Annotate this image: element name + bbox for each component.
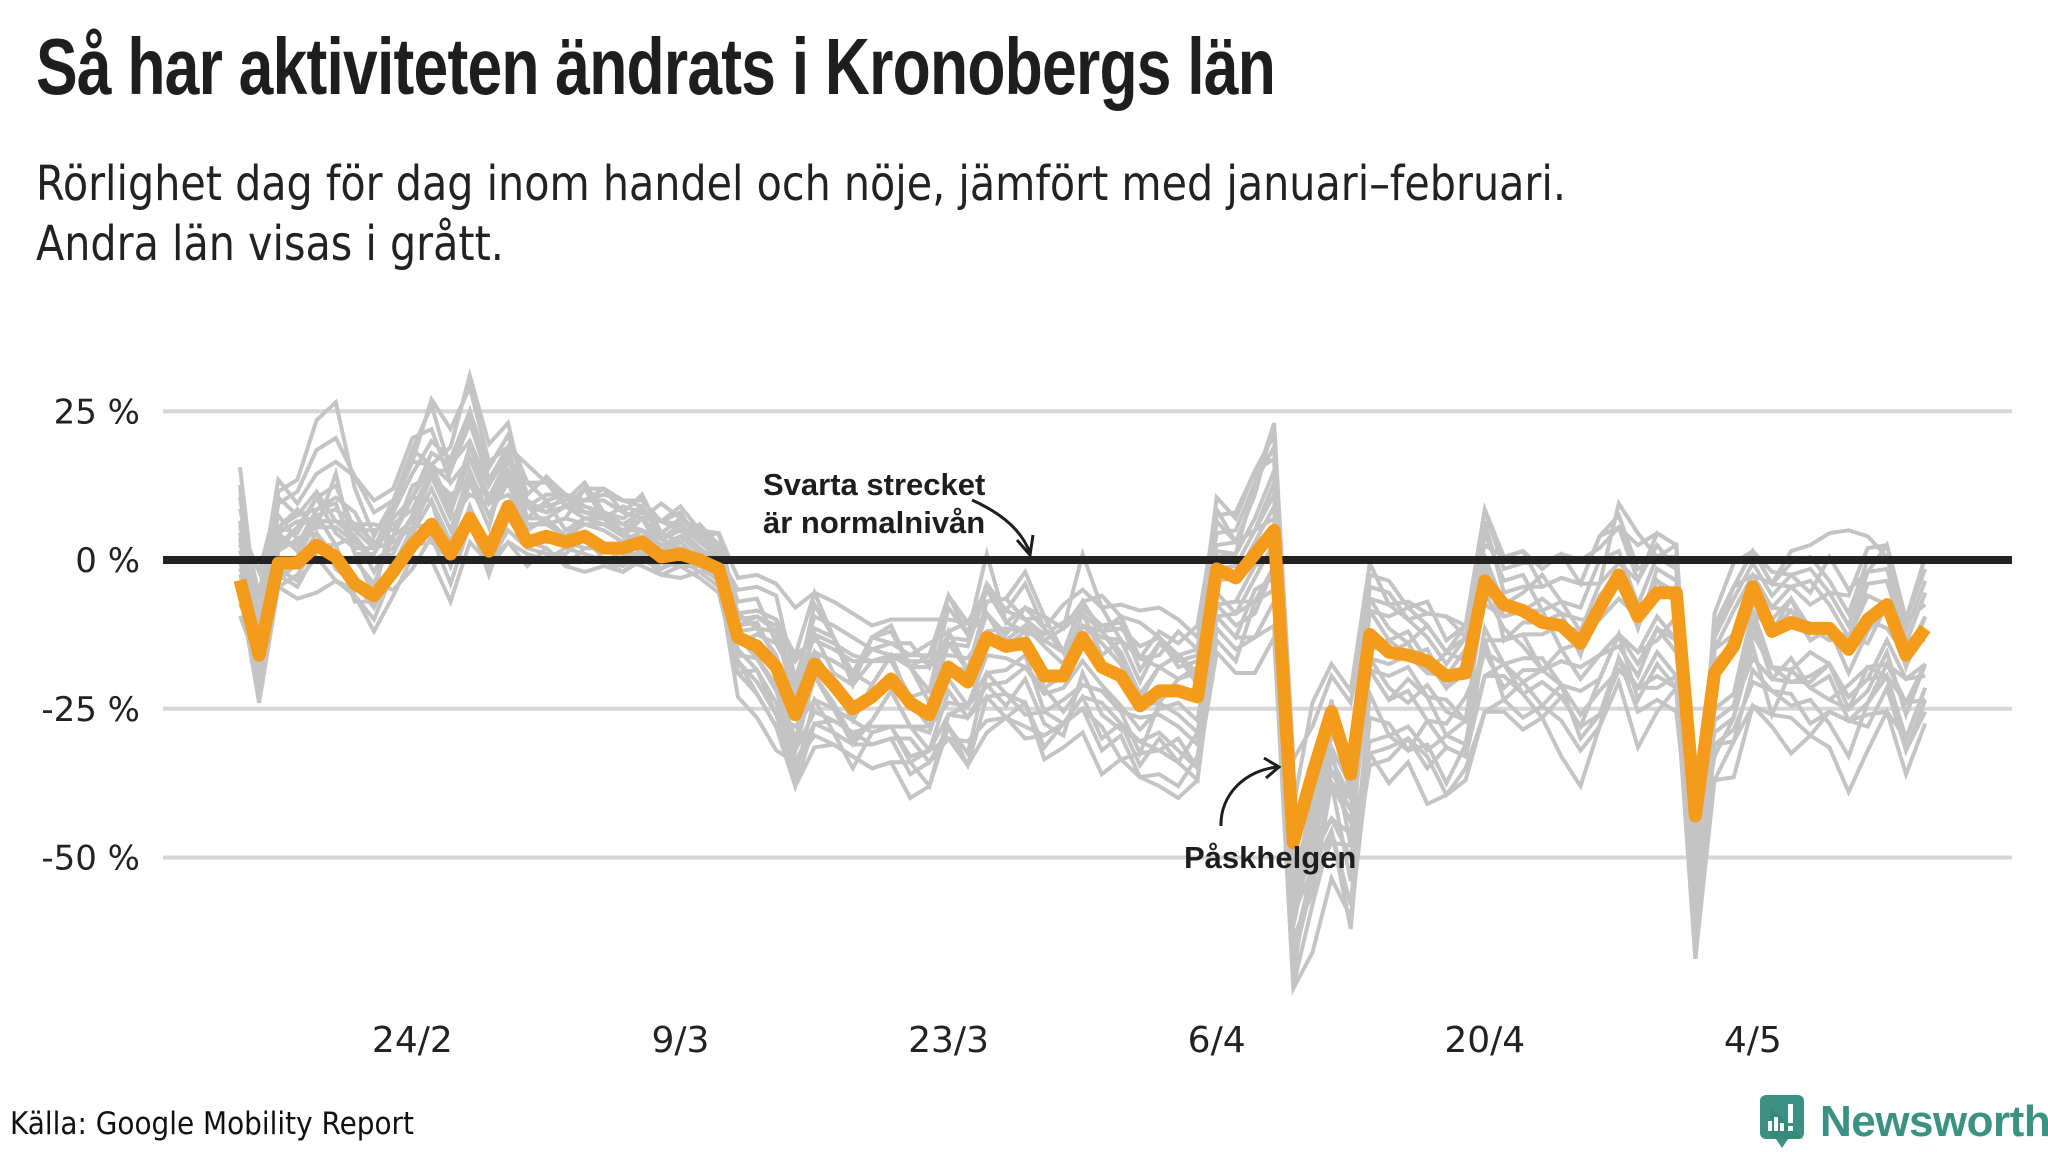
- other-county-line: [238, 506, 1928, 986]
- other-counties-series: [238, 367, 1928, 996]
- x-tick-label: 6/4: [1188, 1020, 1246, 1061]
- annotation-easter-label: Påskhelgen: [1184, 840, 1356, 875]
- y-tick-label: -50 %: [41, 839, 140, 879]
- other-county-line: [238, 471, 1926, 927]
- annotation-arrow-icon: [971, 498, 1032, 554]
- newsworthy-logo[interactable]: Newsworthy: [1760, 1094, 2048, 1150]
- chart-title: Så har aktiviteten ändrats i Kronobergs …: [36, 22, 1276, 111]
- subtitle-line-1: Rörlighet dag för dag inom handel och nö…: [36, 156, 1566, 212]
- brand-name: Newsworthy: [1820, 1097, 2048, 1146]
- annotation-easter: Påskhelgen: [1184, 756, 1356, 875]
- other-county-line: [238, 500, 1927, 947]
- annotation-arrowhead-icon: [1263, 756, 1282, 780]
- y-tick-label: 0 %: [75, 541, 140, 581]
- annotation-normal-level: Svarta strecket är normalnivån: [763, 467, 1035, 559]
- x-tick-label: 20/4: [1444, 1020, 1525, 1061]
- newsworthy-logo-icon: [1760, 1095, 1804, 1148]
- subtitle-line-2: Andra län visas i grått.: [36, 216, 504, 272]
- x-axis-ticks: 24/2 9/3 23/3 6/4 20/4 4/5: [372, 1020, 1782, 1061]
- annotation-normal-line-2: är normalnivån: [763, 505, 985, 540]
- annotation-arrow-icon: [1219, 765, 1279, 827]
- annotation-normal-line-1: Svarta strecket: [763, 467, 985, 502]
- highlight-series: [233, 499, 1931, 850]
- source-note: Källa: Google Mobility Report: [10, 1106, 414, 1142]
- x-tick-label: 24/2: [372, 1020, 453, 1061]
- x-tick-label: 9/3: [651, 1020, 709, 1061]
- other-county-line: [238, 405, 1928, 903]
- other-county-line: [238, 518, 1928, 915]
- x-tick-label: 23/3: [908, 1020, 989, 1061]
- y-tick-label: -25 %: [41, 690, 140, 730]
- chart-subtitle: Rörlighet dag för dag inom handel och nö…: [36, 154, 1566, 274]
- y-tick-label: 25 %: [54, 392, 140, 432]
- other-county-line: [238, 426, 1927, 912]
- x-tick-label: 4/5: [1724, 1020, 1782, 1061]
- y-axis-ticks: 25 % 0 % -25 % -50 %: [41, 392, 140, 878]
- annotation-arrowhead-icon: [1015, 534, 1035, 559]
